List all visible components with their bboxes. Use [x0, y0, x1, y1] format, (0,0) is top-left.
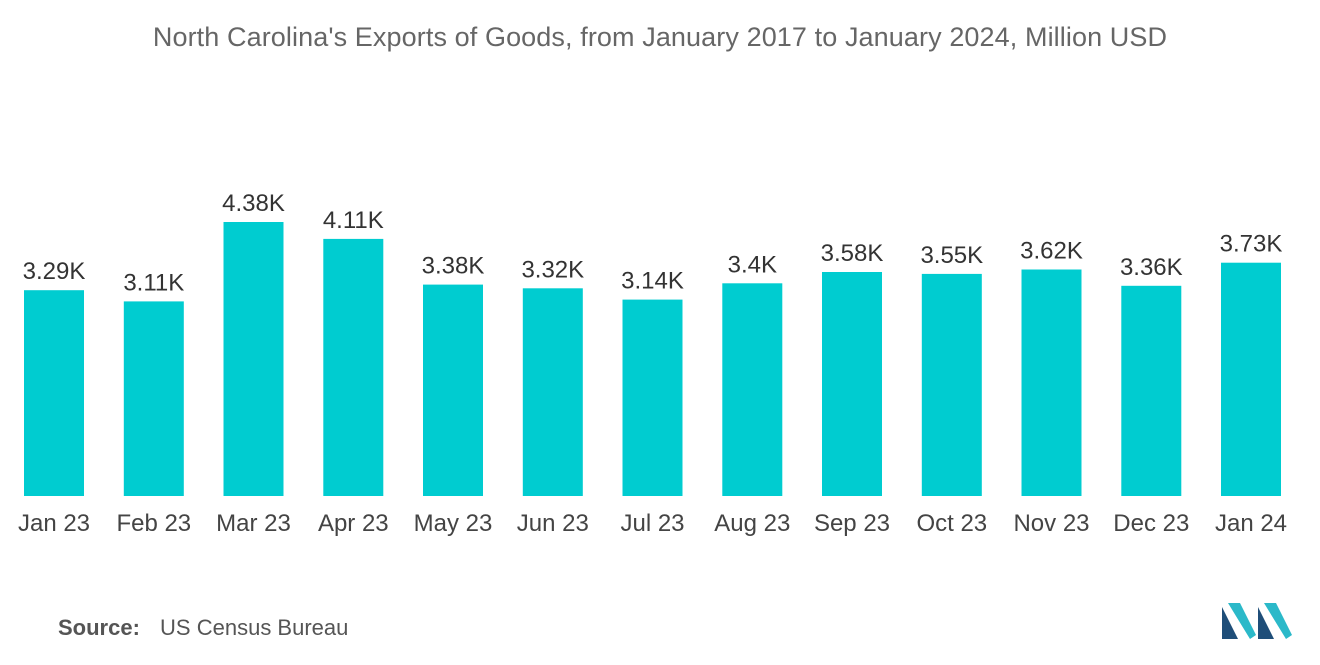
x-tick-label: Sep 23 [814, 510, 890, 537]
data-label: 4.38K [222, 190, 285, 217]
data-label: 4.11K [323, 207, 384, 234]
x-tick-label: Apr 23 [318, 510, 389, 537]
bar-feb-23 [123, 301, 184, 496]
data-label: 3.36K [1120, 254, 1183, 281]
data-label: 3.58K [821, 240, 884, 267]
bar-dec-23 [1121, 285, 1182, 496]
chart-title: North Carolina's Exports of Goods, from … [152, 22, 1168, 52]
bars-group [24, 222, 1281, 496]
bar-jul-23 [622, 299, 683, 496]
bar-apr-23 [323, 238, 384, 496]
x-axis-ticks-group: Jan 23 Feb 23 Mar 23 Apr 23 May 23 Jun 23 Jul … [18, 510, 1287, 537]
x-tick-label: Dec 23 [1113, 510, 1189, 537]
data-label: 3.4K [728, 251, 777, 278]
data-label: 3.32K [521, 256, 584, 283]
data-label: 3.38K [422, 253, 485, 280]
data-label: 3.14K [621, 268, 684, 295]
bar-chart: 3.29K 3.11K 4.38K 4.11K 3.38K 3.32K 3.14K 3.4K 3… [18, 190, 1287, 537]
data-label: 3.62K [1020, 238, 1083, 265]
data-label: 3.11K [123, 269, 184, 296]
x-tick-label: Jan 24 [1215, 510, 1287, 537]
source-text: US Census Bureau [160, 615, 349, 640]
bar-jan-23 [24, 290, 84, 496]
data-label: 3.29K [23, 258, 86, 285]
source-note: Source: US Census Bureau [58, 615, 348, 641]
bar-aug-23 [722, 283, 783, 496]
bar-may-23 [423, 284, 483, 496]
bar-nov-23 [1021, 269, 1082, 496]
data-label: 3.73K [1220, 231, 1283, 258]
x-tick-label: Aug 23 [714, 510, 790, 537]
bar-oct-23 [921, 273, 982, 496]
bar-jan-24 [1221, 262, 1281, 496]
x-tick-label: Feb 23 [116, 510, 191, 537]
x-tick-label: Jun 23 [517, 510, 589, 537]
x-tick-label: Oct 23 [916, 510, 987, 537]
x-tick-label: Jan 23 [18, 510, 90, 537]
brand-logo-icon [1222, 603, 1292, 639]
bar-jun-23 [522, 288, 583, 496]
source-label: Source: [58, 615, 140, 640]
x-tick-label: May 23 [414, 510, 493, 537]
bar-mar-23 [223, 222, 284, 496]
bar-sep-23 [822, 272, 882, 496]
data-labels-group: 3.29K 3.11K 4.38K 4.11K 3.38K 3.32K 3.14K 3.4K 3… [23, 190, 1283, 296]
x-tick-label: Jul 23 [620, 510, 684, 537]
data-label: 3.55K [920, 242, 983, 269]
x-tick-label: Nov 23 [1013, 510, 1089, 537]
x-tick-label: Mar 23 [216, 510, 291, 537]
